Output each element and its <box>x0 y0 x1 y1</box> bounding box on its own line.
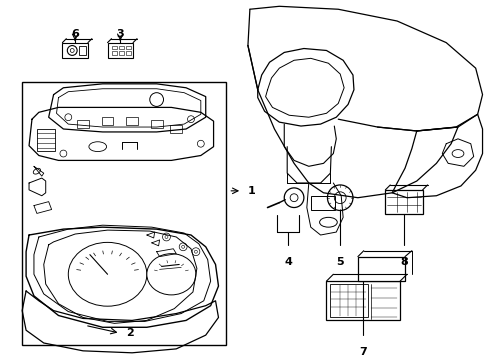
Text: 5: 5 <box>336 257 344 267</box>
Ellipse shape <box>89 142 106 152</box>
Bar <box>102 117 113 125</box>
Text: 6: 6 <box>71 29 79 39</box>
Bar <box>170 125 182 133</box>
Text: 7: 7 <box>358 347 366 357</box>
Bar <box>119 51 124 55</box>
Bar <box>107 42 133 58</box>
Bar <box>357 257 404 281</box>
Text: 4: 4 <box>284 257 291 267</box>
Bar <box>126 117 138 125</box>
Bar <box>310 196 335 211</box>
Bar <box>112 46 117 49</box>
Text: 8: 8 <box>399 257 407 267</box>
Bar <box>150 120 162 128</box>
Text: 1: 1 <box>247 186 255 196</box>
Bar <box>126 46 131 49</box>
Ellipse shape <box>146 254 196 295</box>
Bar <box>112 51 117 55</box>
Text: 3: 3 <box>116 29 124 39</box>
Text: 2: 2 <box>126 328 134 338</box>
Bar <box>385 190 422 215</box>
Bar <box>119 46 124 49</box>
Bar <box>126 51 131 55</box>
Bar <box>330 284 367 318</box>
Bar <box>326 281 399 320</box>
Ellipse shape <box>68 242 146 306</box>
Bar <box>79 46 86 55</box>
Bar <box>77 120 89 128</box>
Bar <box>62 42 88 58</box>
Bar <box>22 82 226 345</box>
Bar <box>37 129 55 150</box>
